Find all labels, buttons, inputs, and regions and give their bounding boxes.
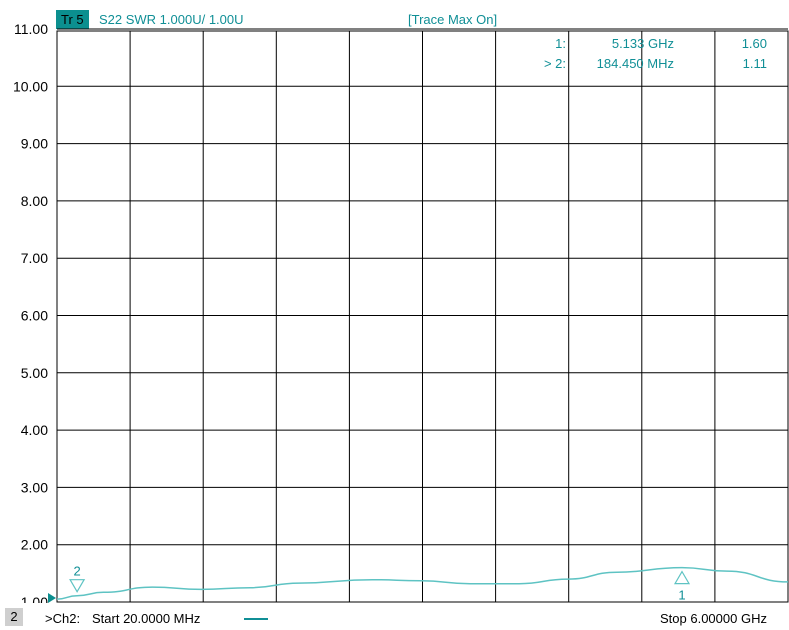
marker-readout-id: 1: <box>555 36 566 51</box>
marker-label: 1 <box>678 588 685 603</box>
marker-readout-value: 1.60 <box>742 36 767 51</box>
trace-status: [Trace Max On] <box>408 12 498 27</box>
channel-label: >Ch2: <box>45 611 81 626</box>
trace-description[interactable]: S22 SWR 1.000U/ 1.00U <box>99 12 244 27</box>
marker-readout-value: 1.11 <box>743 56 767 71</box>
chart-header: Tr 5 S22 SWR 1.000U/ 1.00U [Trace Max On… <box>0 0 789 30</box>
reference-arrow-icon <box>48 593 56 603</box>
start-frequency[interactable]: Start 20.0000 MHz <box>92 611 201 626</box>
y-tick-label: 10.00 <box>13 78 48 94</box>
y-tick-label: 2.00 <box>21 537 48 553</box>
stop-frequency[interactable]: Stop 6.00000 GHz <box>660 611 767 626</box>
y-tick-label: 3.00 <box>21 479 48 495</box>
marker-triangle <box>673 570 691 585</box>
y-tick-label: 5.00 <box>21 365 48 381</box>
y-tick-label: 8.00 <box>21 193 48 209</box>
y-tick-label: 9.00 <box>21 136 48 152</box>
trace-swatch <box>244 618 268 620</box>
marker-readout-freq: 5.133 GHz <box>612 36 674 51</box>
y-tick-label: 11.00 <box>14 21 48 37</box>
chart-plot[interactable]: 11.0010.009.008.007.006.005.004.003.002.… <box>0 0 789 603</box>
marker-readout-id: > 2: <box>544 56 566 71</box>
channel-number[interactable]: 2 <box>5 608 23 626</box>
marker-readout-freq: 184.450 MHz <box>597 56 674 71</box>
marker-label: 2 <box>73 564 80 579</box>
trace-line <box>56 566 789 600</box>
chart-footer: 2 >Ch2: Start 20.0000 MHz Stop 6.00000 G… <box>0 603 789 630</box>
y-tick-label: 7.00 <box>21 250 48 266</box>
y-tick-label: 4.00 <box>21 422 48 438</box>
y-tick-label: 6.00 <box>21 308 48 324</box>
trace-badge[interactable]: Tr 5 <box>56 10 89 29</box>
marker-triangle <box>69 579 86 593</box>
y-tick-label: 1.00 <box>21 594 48 603</box>
